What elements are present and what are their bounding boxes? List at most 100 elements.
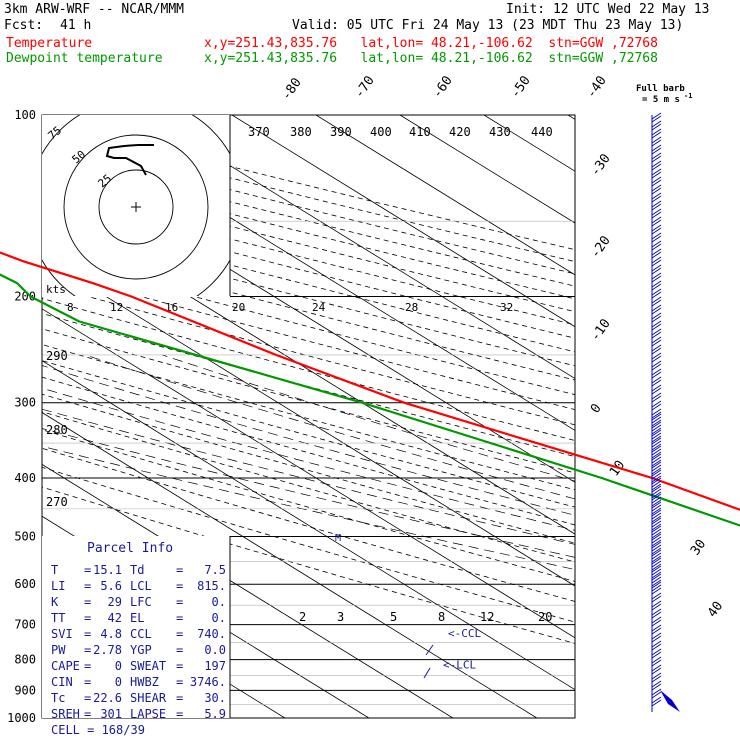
mixing-ratio-label: 20 bbox=[538, 610, 552, 624]
pressure-tick-label: 100 bbox=[14, 108, 36, 122]
wind-barb-flag bbox=[651, 672, 662, 680]
wind-barb-flag bbox=[651, 688, 662, 696]
pressure-tick-label: 900 bbox=[14, 683, 36, 697]
wind-barb-flag bbox=[651, 195, 662, 203]
wind-barb-flag bbox=[651, 584, 662, 592]
lcl-label: <-LCL bbox=[443, 658, 476, 671]
wind-barb-flag bbox=[651, 224, 662, 232]
wind-barb-flag bbox=[651, 461, 662, 469]
hodograph-ring bbox=[98, 169, 174, 245]
wind-barb-flag bbox=[651, 131, 662, 139]
wind-barb-flag bbox=[651, 555, 662, 563]
theta-tick-label: 280 bbox=[46, 423, 68, 437]
wind-barb-flag bbox=[651, 493, 662, 501]
wind-barb-flag bbox=[651, 400, 662, 408]
parcel-row-label: T bbox=[51, 563, 58, 577]
wind-barb-flag bbox=[651, 267, 662, 275]
wind-barb-flag bbox=[651, 477, 662, 485]
wind-barb-flag bbox=[651, 533, 662, 541]
parcel-row-value: 301 bbox=[100, 707, 122, 721]
wind-barb-flag bbox=[651, 307, 662, 315]
wind-barb-flag bbox=[651, 139, 662, 147]
pressure-tick-label: 800 bbox=[14, 653, 36, 667]
parcel-row-eq: = bbox=[84, 659, 91, 673]
wind-barb-flag bbox=[651, 587, 662, 595]
wind-barb-flag bbox=[651, 432, 662, 440]
isotherm-tick-label: -20 bbox=[588, 233, 614, 261]
pressure-tick-label: 1000 bbox=[7, 711, 36, 725]
wind-barb-flag bbox=[651, 163, 662, 171]
wind-barb-flag bbox=[651, 467, 662, 475]
wind-barb-flag bbox=[651, 448, 662, 456]
isotherm-tick-label: -70 bbox=[352, 73, 378, 101]
pressure-tick-label: 500 bbox=[14, 529, 36, 543]
wind-barb-flag bbox=[651, 563, 662, 571]
isotherm-tick-label: -80 bbox=[279, 75, 305, 103]
parcel-row-label: SWEAT bbox=[130, 659, 166, 673]
wind-barb-flag bbox=[651, 408, 662, 416]
wind-barb-flag bbox=[651, 608, 662, 616]
parcel-row-eq: = bbox=[84, 563, 91, 577]
wind-barb-flag bbox=[651, 547, 662, 555]
theta-tick-label: 380 bbox=[290, 125, 312, 139]
wind-barb-flag bbox=[651, 320, 662, 328]
wind-barb-flag bbox=[651, 483, 662, 491]
wind-barb-flag bbox=[651, 696, 662, 704]
parcel-row-value: 7.5 bbox=[204, 563, 226, 577]
wind-barb-flag bbox=[651, 424, 662, 432]
init-time: Init: 12 UTC Wed 22 May 13 bbox=[506, 2, 710, 17]
isotherm-tick-label: 40 bbox=[705, 599, 726, 620]
wind-barb-flag bbox=[651, 315, 662, 323]
pressure-tick-label: 400 bbox=[14, 471, 36, 485]
hodograph-speed-tick: 8 bbox=[67, 301, 74, 314]
wind-barb-flag bbox=[651, 344, 662, 352]
wind-barb-flag bbox=[651, 288, 662, 296]
wind-barb-flag bbox=[651, 664, 662, 672]
wind-barb-flag bbox=[651, 416, 662, 424]
wind-barb-flag bbox=[651, 128, 662, 136]
wind-barb-flag bbox=[651, 501, 662, 509]
wind-barb-flag bbox=[651, 259, 662, 267]
wind-barb-flag bbox=[651, 291, 662, 299]
wind-barb-flag bbox=[651, 379, 662, 387]
wind-barb-flag bbox=[651, 136, 662, 144]
wind-barb-flag bbox=[651, 552, 662, 560]
wind-barb-flag bbox=[651, 624, 662, 632]
wind-barb-flag bbox=[651, 144, 662, 152]
hodograph-ring bbox=[63, 134, 209, 280]
hodograph-rings bbox=[42, 115, 230, 296]
plot-frame bbox=[41, 114, 576, 719]
hodograph-speed-tick: 24 bbox=[312, 301, 326, 314]
wind-barb-flag bbox=[651, 531, 662, 539]
parcel-row-label: LAPSE bbox=[130, 707, 166, 721]
wind-barb-flag bbox=[651, 509, 662, 517]
parcel-row-value: 5.9 bbox=[204, 707, 226, 721]
mixing-ratio-label: 12 bbox=[480, 610, 494, 624]
wind-barb-flag bbox=[651, 264, 662, 272]
wind-barb-flag bbox=[651, 480, 662, 488]
wind-barb-flag bbox=[651, 485, 662, 493]
wind-barb-flag bbox=[651, 272, 662, 280]
parcel-row-value: 0 bbox=[115, 675, 122, 689]
parcel-row-eq: = bbox=[84, 691, 91, 705]
theta-tick-label: 420 bbox=[449, 125, 471, 139]
wind-barb-flag bbox=[651, 395, 662, 403]
wind-barb-flag bbox=[651, 581, 662, 589]
wind-barb-flag bbox=[651, 312, 662, 320]
parcel-row-label: LCL bbox=[130, 579, 152, 593]
parcel-row-label: TT bbox=[51, 611, 65, 625]
wind-barb-flag bbox=[651, 240, 662, 248]
wind-barb-flag bbox=[651, 176, 662, 184]
mixing-ratio-label: 8 bbox=[438, 610, 445, 624]
wind-barb-flag bbox=[651, 627, 662, 635]
wind-barb-flag bbox=[651, 451, 662, 459]
grid-layer bbox=[41, 114, 576, 719]
fcst-label: Fcst: bbox=[4, 18, 44, 33]
parcel-row-label: SVI bbox=[51, 627, 73, 641]
wind-barb-flag bbox=[651, 667, 662, 675]
parcel-row-value: 29 bbox=[108, 595, 122, 609]
wind-barb-flag bbox=[651, 496, 662, 504]
parcel-row-eq: = bbox=[84, 611, 91, 625]
wind-barb-flag bbox=[651, 445, 662, 453]
